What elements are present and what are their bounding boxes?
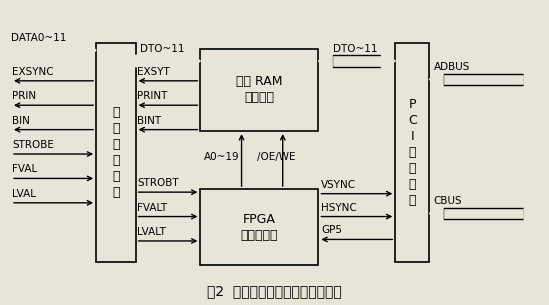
Text: BINT: BINT	[137, 116, 161, 126]
Text: PRIN: PRIN	[12, 91, 36, 101]
Text: GP5: GP5	[321, 225, 342, 235]
FancyArrow shape	[11, 38, 96, 62]
Bar	[96, 43, 136, 262]
Text: EXSYNC: EXSYNC	[12, 67, 54, 77]
Text: 驱
动
转
换
接
口: 驱 动 转 换 接 口	[112, 106, 120, 199]
FancyArrow shape	[429, 70, 443, 88]
Text: P
C
I
接
口
芯
片: P C I 接 口 芯 片	[408, 98, 417, 207]
Bar	[200, 189, 318, 265]
Text: LVAL: LVAL	[12, 189, 36, 199]
Text: BIN: BIN	[12, 116, 30, 126]
FancyArrow shape	[429, 205, 443, 222]
Text: HSYNC: HSYNC	[321, 203, 357, 213]
Text: STROBT: STROBT	[137, 178, 179, 188]
Bar	[395, 43, 429, 262]
Bar	[200, 49, 318, 131]
Text: FPGA
时序发生器: FPGA 时序发生器	[240, 213, 278, 242]
Text: 双口 RAM
帧存储器: 双口 RAM 帧存储器	[236, 75, 283, 105]
Bar	[443, 208, 524, 219]
Text: DTO~11: DTO~11	[140, 44, 184, 54]
Text: PRINT: PRINT	[137, 91, 167, 101]
Text: FVAL: FVAL	[12, 164, 37, 174]
Text: DATA0~11: DATA0~11	[11, 33, 66, 43]
FancyArrow shape	[524, 205, 538, 222]
Text: EXSYT: EXSYT	[137, 67, 170, 77]
Text: DTO~11: DTO~11	[333, 44, 377, 54]
Text: FVALT: FVALT	[137, 203, 167, 213]
Text: VSYNC: VSYNC	[321, 180, 356, 190]
Text: STROBE: STROBE	[12, 140, 54, 150]
Text: LVALT: LVALT	[137, 227, 166, 237]
Text: /OE/WE: /OE/WE	[257, 152, 295, 162]
Text: A0~19: A0~19	[204, 152, 240, 162]
Text: CBUS: CBUS	[434, 196, 462, 206]
FancyArrow shape	[136, 52, 200, 70]
Bar	[332, 55, 382, 67]
FancyArrow shape	[382, 52, 395, 70]
Bar	[443, 74, 524, 85]
Text: 图2  图像数据传输卡电路原理框图: 图2 图像数据传输卡电路原理框图	[207, 284, 342, 298]
FancyArrow shape	[524, 70, 538, 88]
Text: ADBUS: ADBUS	[434, 62, 470, 72]
FancyArrow shape	[318, 52, 332, 70]
